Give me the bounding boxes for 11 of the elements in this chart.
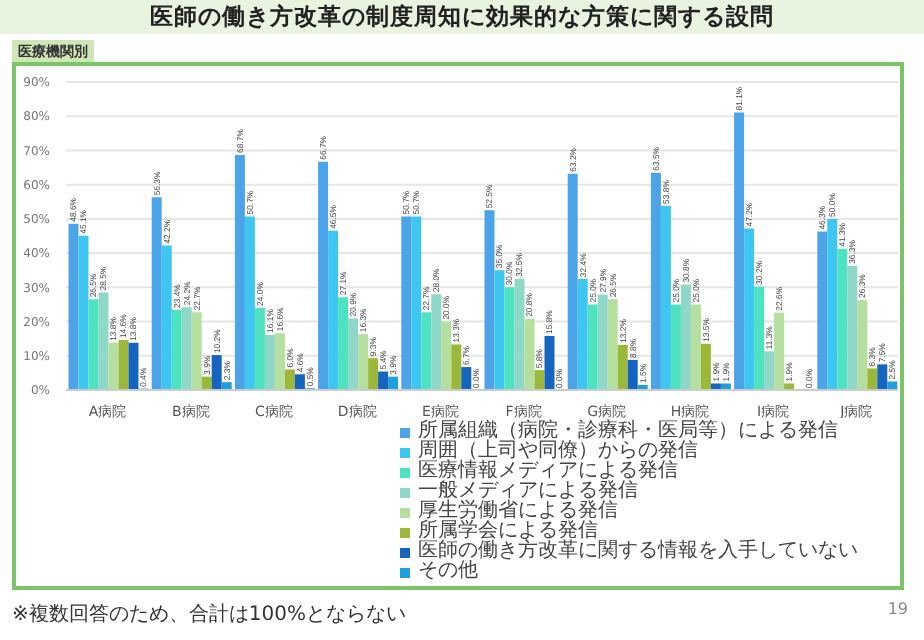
text: 19	[887, 600, 908, 618]
legend-label: 一般メディアによる発信	[418, 480, 638, 502]
chart-title: 医師の働き方改革の制度周知に効果的な方策に関する設問	[0, 0, 924, 34]
legend-label: 所属学会による発信	[418, 520, 598, 542]
legend-label: 周囲（上司や同僚）からの発信	[418, 440, 698, 462]
legend-label: 医師の働き方改革に関する情報を入手していない	[418, 540, 858, 562]
legend-label: その他	[418, 560, 478, 582]
legend-label: 所属組織（病院・診療科・医局等）による発信	[418, 420, 838, 442]
legend-label: 厚生労働省による発信	[418, 500, 618, 522]
text: ※複数回答のため、合計は100%とならない	[12, 601, 406, 628]
legend-label: 医療情報メディアによる発信	[418, 460, 678, 482]
